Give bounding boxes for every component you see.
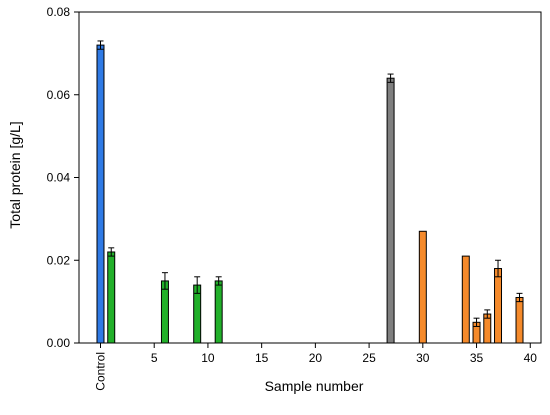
y-tick-label: 0.00 <box>47 336 71 350</box>
bar-sample-37 <box>494 268 503 344</box>
x-tick-label: 15 <box>255 351 269 365</box>
y-axis-title: Total protein [g/L] <box>7 121 23 228</box>
bar-sample-30 <box>418 230 427 344</box>
plot-area: 0.00 0.02 0.04 0.06 0.08 Control 5 10 15 20 25 30 35… <box>47 5 542 391</box>
y-tick-label: 0.02 <box>47 253 71 267</box>
bar-sample-6 <box>160 280 169 344</box>
x-axis-title: Sample number <box>265 378 364 394</box>
x-tick-label-control: Control <box>93 352 107 391</box>
bar-sample-0 <box>96 44 105 344</box>
y-tick-label: 0.06 <box>47 88 71 102</box>
bar-sample-27 <box>386 77 395 344</box>
x-tick-label: 35 <box>470 351 484 365</box>
x-tick-label: 5 <box>151 351 158 365</box>
x-tick-label: 30 <box>416 351 430 365</box>
x-tick-label: 20 <box>309 351 323 365</box>
x-tick-label: 10 <box>201 351 215 365</box>
bar-sample-39 <box>515 296 524 344</box>
y-tick-label: 0.08 <box>47 5 71 19</box>
bar-sample-1 <box>107 251 116 344</box>
x-tick-label: 25 <box>362 351 376 365</box>
y-tick-label: 0.04 <box>47 171 71 185</box>
plot-frame <box>78 11 542 344</box>
x-tick-label: 40 <box>524 351 538 365</box>
bar-sample-11 <box>214 280 223 344</box>
bar-sample-34 <box>461 255 470 344</box>
